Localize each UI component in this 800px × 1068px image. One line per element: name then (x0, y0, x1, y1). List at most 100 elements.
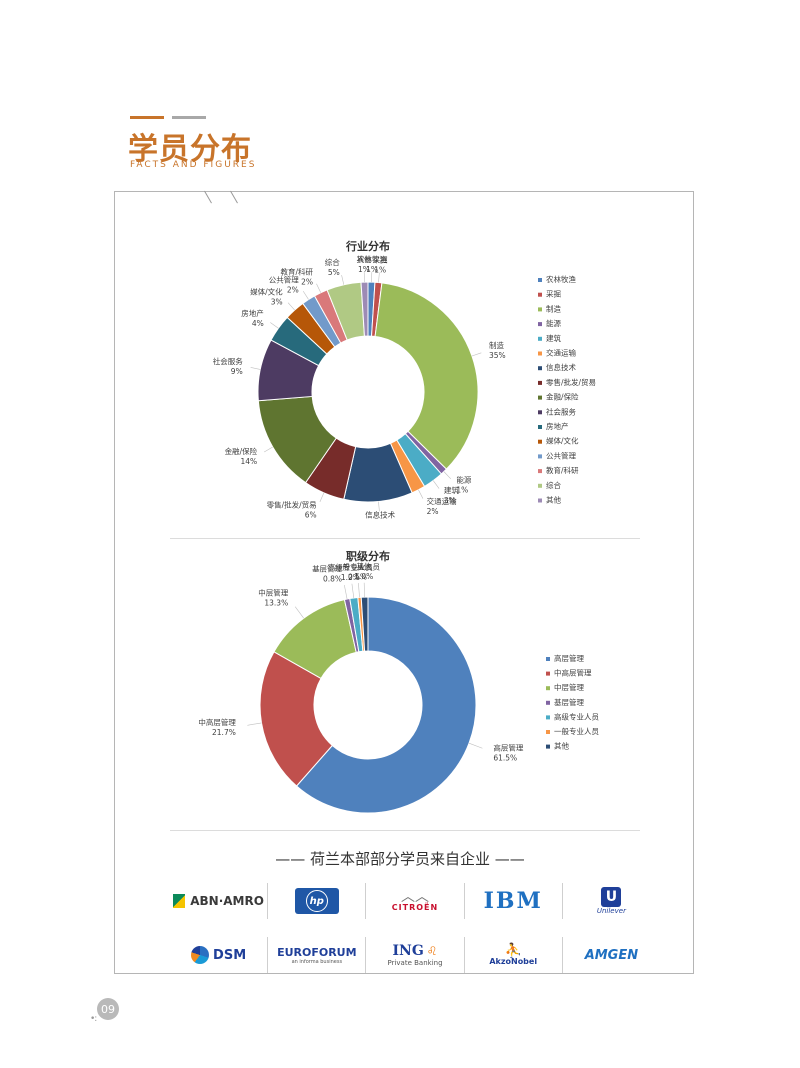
legend-swatch (538, 278, 542, 282)
dsm-logo: DSM (191, 946, 246, 964)
logo-cell: ABN·AMRO (170, 883, 269, 919)
leader-line (264, 446, 273, 453)
slice-label-category: 房地产 (241, 308, 264, 318)
amgen-logo: AMGEN (584, 947, 639, 963)
leader-line (319, 492, 325, 502)
page-number: 09 (97, 998, 119, 1020)
legend-swatch (538, 439, 542, 444)
slice-label-value: 2% (427, 507, 439, 516)
slice-label-category: 其他 (356, 254, 371, 264)
leader-line (378, 272, 380, 283)
chart-title: 行业分布 (345, 239, 390, 253)
page-subtitle: FACTS AND FIGURES (130, 160, 257, 170)
logo-cell: hp (268, 883, 367, 919)
legend-label: 一般专业人员 (554, 726, 599, 736)
leader-line (302, 290, 309, 300)
leader-line (316, 283, 321, 293)
slice-label-category: 零售/批发/贸易 (267, 499, 317, 509)
donut-chart-1: 职级分布高层管理61.5%中高层管理21.7%中层管理13.3%基层管理0.8%… (198, 549, 599, 814)
hp-logo: hp (294, 888, 339, 914)
slice-label-category: 其他 (356, 561, 371, 571)
legend-label: 金融/保险 (546, 392, 579, 402)
legend-label: 基层管理 (554, 697, 584, 707)
section-divider (170, 538, 640, 539)
donut-slice (360, 281, 369, 337)
citroen-wordmark: CITROËN (391, 902, 439, 912)
euroforum-wordmark: EUROFORUM (277, 945, 357, 959)
legend-label: 社会服务 (546, 406, 576, 416)
legend-swatch (546, 715, 550, 720)
legend-label: 零售/批发/贸易 (546, 377, 596, 387)
legend-swatch (538, 395, 542, 400)
unilever-u-icon: U (601, 887, 622, 907)
ing-wordmark: ING (392, 943, 424, 959)
legend-label: 中高层管理 (554, 668, 592, 678)
ing-lion-icon: ♌ (426, 944, 438, 958)
ing-logo: ING ♌ Private Banking (387, 943, 442, 967)
slice-label-category: 采掘 (373, 255, 388, 265)
legend-swatch (546, 744, 550, 749)
slice-label-category: 中高层管理 (198, 717, 236, 727)
legend-label: 中层管理 (554, 682, 584, 692)
slice-label-value: 21.7% (212, 728, 236, 737)
leader-line (351, 583, 355, 598)
slice-label-category: 能源 (456, 475, 471, 485)
slice-label-category: 综合 (325, 257, 340, 267)
legend-swatch (546, 700, 550, 705)
slice-label-value: 35% (489, 351, 506, 360)
abn-amro-shield-icon (173, 894, 186, 908)
logo-row: DSM EUROFORUM an informa business ING ♌ … (170, 932, 660, 978)
legend-swatch (538, 469, 542, 474)
slice-label-category: 高级专业人员 (328, 562, 373, 572)
dsm-flower-icon (191, 946, 210, 964)
legend-label: 交通运输 (546, 348, 576, 358)
company-logo-grid: ABN·AMRO hp ︿︿ CITROËN IBM U Unilever (170, 878, 660, 986)
citroen-chevron-icon: ︿︿ (401, 888, 429, 905)
logo-cell: EUROFORUM an informa business (268, 937, 367, 973)
slice-label-value: 61.5% (493, 753, 517, 762)
dsm-wordmark: DSM (213, 947, 247, 963)
slice-label-category: 社会服务 (213, 356, 243, 366)
logo-cell: ⛹ AkzoNobel (465, 937, 563, 973)
legend-label: 公共管理 (546, 450, 576, 460)
slice-label-category: 金融/保险 (225, 446, 258, 456)
akzonobel-logo: ⛹ AkzoNobel (489, 944, 538, 966)
legend-label: 农林牧渔 (546, 274, 576, 284)
slice-label-category: 农林牧渔 (357, 254, 387, 264)
slice-label-value: 1% (374, 266, 386, 275)
leader-line (418, 489, 424, 499)
slice-label-value: 2% (301, 277, 313, 286)
slice-label-value: 5% (328, 268, 340, 277)
legend-swatch (538, 307, 542, 312)
leader-line (270, 322, 279, 329)
legend-label: 其他 (554, 741, 569, 751)
legend-swatch (538, 351, 542, 356)
hp-wordmark: hp (305, 890, 328, 912)
slice-label-value: 13.3% (264, 598, 288, 607)
leader-line (358, 583, 360, 598)
citroen-logo: ︿︿ CITROËN (391, 888, 439, 912)
legend-swatch (538, 380, 542, 385)
legend-swatch (538, 322, 542, 327)
legend-label: 教育/科研 (546, 465, 579, 475)
slice-label-value: 14% (240, 457, 257, 466)
slice-label-value: 1% (456, 486, 468, 495)
legend-label: 房地产 (546, 421, 569, 431)
leader-line (468, 742, 483, 749)
donut-slice (259, 651, 333, 787)
euroforum-logo: EUROFORUM an informa business (277, 946, 356, 965)
legend-label: 建筑 (546, 333, 561, 343)
page-title: 学员分布 (128, 132, 252, 167)
legend-swatch (538, 454, 542, 459)
legend-label: 制造 (546, 303, 561, 313)
legend-swatch (538, 336, 542, 341)
slice-label-category: 公共管理 (269, 274, 299, 284)
akzonobel-wordmark: AkzoNobel (489, 956, 538, 966)
abn-amro-wordmark: ABN·AMRO (190, 894, 264, 908)
slice-label-category: 媒体/文化 (250, 287, 283, 297)
slice-label-category: 高层管理 (493, 742, 523, 752)
leader-line (247, 722, 262, 726)
donut-slice (360, 596, 369, 652)
companies-title: —— 荷兰本部部分学员来自企业 —— (275, 850, 525, 868)
